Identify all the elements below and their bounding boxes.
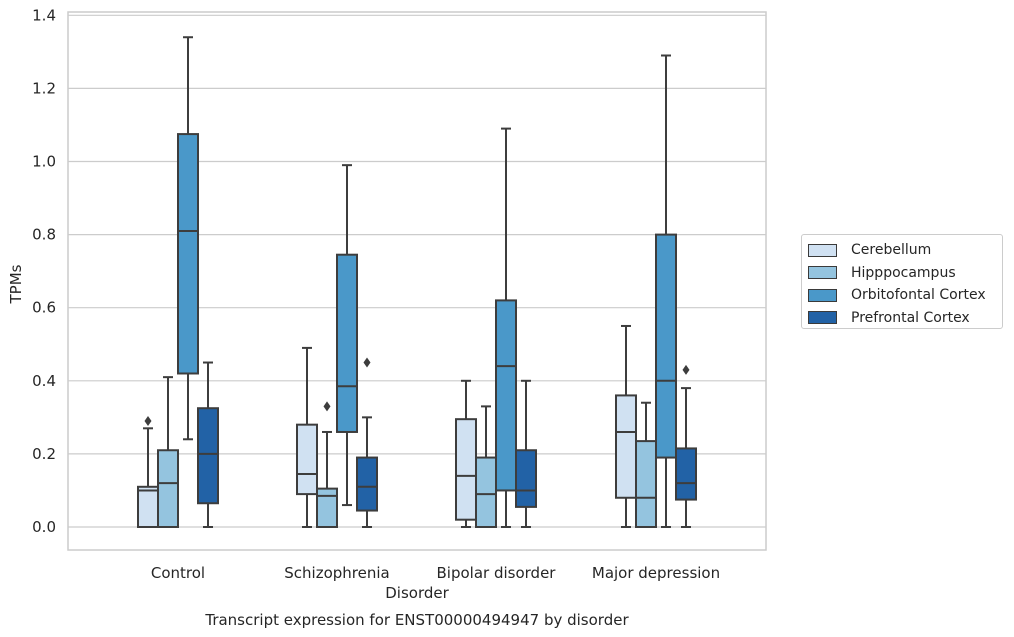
x-tick-label: Control bbox=[151, 564, 205, 582]
box-iqr bbox=[655, 233, 677, 459]
box-iqr bbox=[296, 423, 318, 496]
box-iqr bbox=[615, 394, 637, 499]
legend-swatch bbox=[808, 243, 837, 257]
legend-label: Prefrontal Cortex bbox=[851, 309, 970, 326]
outlier-point bbox=[682, 364, 690, 375]
box-3-1 bbox=[635, 401, 657, 529]
y-axis-label: TPMs bbox=[7, 264, 25, 304]
box-iqr bbox=[635, 440, 657, 529]
x-tick-label: Major depression bbox=[592, 564, 720, 582]
box-0-2 bbox=[177, 36, 199, 441]
box-2-1 bbox=[475, 405, 497, 528]
legend-label: Cerebellum bbox=[851, 242, 932, 259]
legend-label: Orbitofontal Cortex bbox=[851, 287, 986, 304]
y-tick-label: 1.2 bbox=[32, 79, 56, 97]
legend-item-prefrontal-cortex: Prefrontal Cortex bbox=[808, 307, 1002, 330]
legend: Cerebellum Hipppocampus Orbitofontal Cor… bbox=[801, 234, 1003, 329]
x-tick-labels: Control Schizophrenia Bipolar disorder Majo… bbox=[151, 564, 720, 582]
x-tick-label: Bipolar disorder bbox=[437, 564, 557, 582]
box-iqr bbox=[316, 487, 338, 528]
outlier-point bbox=[363, 357, 371, 368]
box-iqr bbox=[137, 485, 159, 529]
box-iqr bbox=[455, 418, 477, 521]
box-0-3 bbox=[197, 361, 219, 528]
y-tick-labels: 0.0 0.2 0.4 0.6 0.8 1.0 1.2 1.4 bbox=[32, 6, 56, 536]
box-iqr bbox=[356, 456, 378, 512]
legend-swatch bbox=[808, 288, 837, 302]
y-tick-label: 0.8 bbox=[32, 226, 56, 244]
y-tick-label: 0.4 bbox=[32, 372, 56, 390]
box-1-3 bbox=[356, 357, 378, 528]
y-tick-label: 0.0 bbox=[32, 518, 56, 536]
box-iqr bbox=[675, 447, 697, 501]
box-1-0 bbox=[296, 346, 318, 528]
box-iqr bbox=[495, 299, 517, 492]
legend-label: Hipppocampus bbox=[851, 264, 956, 281]
legend-item-cerebellum: Cerebellum bbox=[808, 239, 1002, 262]
box-2-3 bbox=[515, 379, 537, 528]
outlier-point bbox=[144, 416, 152, 427]
box-iqr bbox=[336, 253, 358, 433]
box-2-2 bbox=[495, 127, 517, 528]
box-1-2 bbox=[336, 164, 358, 507]
box-1-1 bbox=[316, 401, 338, 528]
chart-caption: Transcript expression for ENST0000049494… bbox=[204, 611, 629, 629]
legend-item-orbitofrontal-cortex: Orbitofontal Cortex bbox=[808, 284, 1002, 307]
box-2-0 bbox=[455, 379, 477, 528]
box-iqr bbox=[515, 449, 537, 508]
outlier-point bbox=[323, 401, 331, 412]
box-iqr bbox=[177, 133, 199, 375]
y-tick-label: 0.6 bbox=[32, 299, 56, 317]
legend-swatch bbox=[808, 311, 837, 325]
box-3-2 bbox=[655, 54, 677, 528]
legend-swatch bbox=[808, 266, 837, 280]
y-tick-label: 1.4 bbox=[32, 6, 56, 24]
box-iqr bbox=[157, 449, 179, 528]
x-tick-label: Schizophrenia bbox=[284, 564, 389, 582]
x-axis-label: Disorder bbox=[385, 584, 449, 602]
box-3-3 bbox=[675, 364, 697, 528]
box-iqr bbox=[475, 456, 497, 528]
box-0-1 bbox=[157, 376, 179, 528]
box-0-0 bbox=[137, 416, 159, 529]
box-iqr bbox=[197, 407, 219, 505]
legend-item-hippocampus: Hipppocampus bbox=[808, 262, 1002, 285]
y-tick-label: 1.0 bbox=[32, 153, 56, 171]
y-tick-label: 0.2 bbox=[32, 445, 56, 463]
box-groups bbox=[137, 36, 697, 529]
